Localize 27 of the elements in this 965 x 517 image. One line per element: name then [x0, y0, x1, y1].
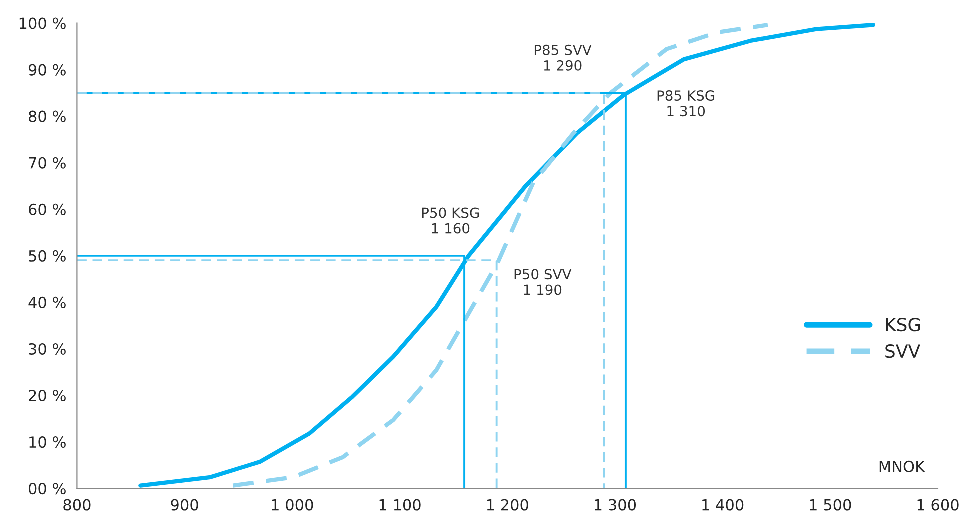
y-tick-label: 00 %	[28, 483, 66, 495]
annotation: P85 SVV 1 290	[534, 44, 592, 71]
y-tick-label: 50 %	[29, 250, 66, 262]
y-tick-label: 20 %	[29, 390, 66, 402]
y-tick-label: 30 %	[29, 343, 66, 355]
x-tick-label: 1 200	[487, 499, 528, 511]
y-tick-label: 10 %	[30, 436, 66, 448]
y-tick-label: 80 %	[29, 110, 66, 122]
y-tick-label: 90 %	[28, 64, 66, 76]
x-tick-label: 1 100	[380, 499, 421, 511]
x-tick-label: 900	[171, 499, 198, 511]
annotation: P50 SVV 1 190	[514, 269, 572, 296]
annotation: P50 KSG 1 160	[422, 208, 480, 234]
y-tick-label: 70 %	[29, 157, 66, 169]
x-tick-label: 1 400	[702, 499, 744, 511]
annotation: P85 KSG 1 310	[658, 90, 715, 117]
legend-label: KSG	[886, 318, 920, 332]
y-tick-label: 40 %	[28, 296, 66, 308]
y-tick-label: 60 %	[29, 204, 66, 216]
x-tick-label: 1 300	[594, 499, 636, 511]
x-tick-label: 1 000	[272, 499, 314, 511]
legend-label: SVV	[886, 344, 920, 358]
x-tick-label: 800	[64, 499, 91, 511]
x-axis-title: MNOK	[880, 460, 926, 472]
x-tick-label: 1 600	[918, 499, 959, 511]
y-tick-label: 100 %	[20, 18, 66, 30]
x-tick-label: 1 500	[810, 499, 852, 511]
